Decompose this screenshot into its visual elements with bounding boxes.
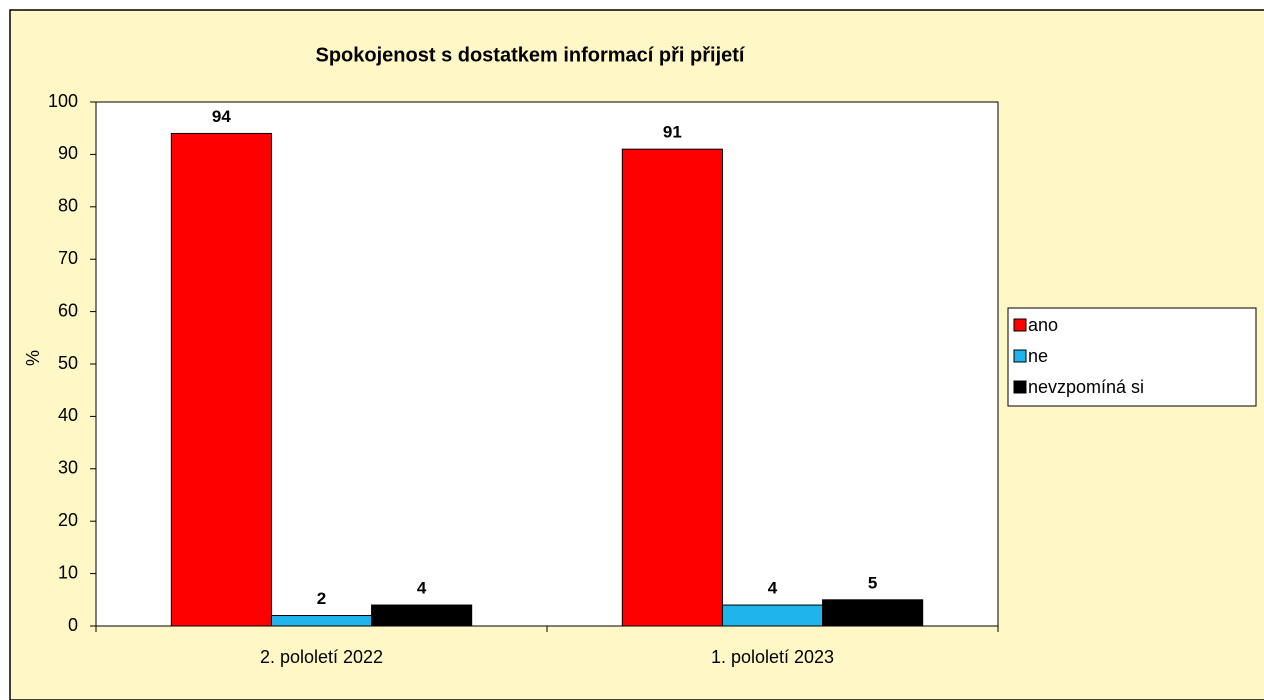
y-tick-label: 20 xyxy=(58,510,78,530)
legend xyxy=(1007,307,1257,407)
legend-label: ne xyxy=(1028,346,1048,366)
data-label: 5 xyxy=(868,573,877,592)
y-tick-label: 80 xyxy=(58,196,78,216)
x-tick-label: 1. pololetí 2023 xyxy=(711,647,834,667)
y-tick-label: 10 xyxy=(58,562,78,582)
legend-swatch xyxy=(1013,349,1027,363)
legend-label: nevzpomíná si xyxy=(1028,377,1144,397)
y-tick-label: 40 xyxy=(58,405,78,425)
y-tick-label: 30 xyxy=(58,458,78,478)
data-label: 4 xyxy=(768,579,778,598)
bar xyxy=(721,604,824,627)
legend-swatch xyxy=(1013,380,1027,394)
legend-label: ano xyxy=(1028,315,1058,335)
x-tick-label: 2. pololetí 2022 xyxy=(260,647,383,667)
data-label: 91 xyxy=(663,123,682,142)
bar xyxy=(371,604,473,627)
legend-swatch xyxy=(1013,318,1027,332)
bar xyxy=(270,615,373,627)
y-tick-label: 60 xyxy=(58,300,78,320)
data-label: 94 xyxy=(212,107,231,126)
bar xyxy=(621,148,723,627)
y-tick-label: 100 xyxy=(48,91,78,111)
data-label: 4 xyxy=(417,579,427,598)
chart-title: Spokojenost s dostatkem informací při př… xyxy=(316,44,746,66)
bar xyxy=(822,599,924,627)
y-tick-label: 0 xyxy=(68,615,78,635)
bar xyxy=(170,132,272,627)
y-tick-label: 70 xyxy=(58,248,78,268)
data-label: 2 xyxy=(317,589,326,608)
y-tick-label: 90 xyxy=(58,143,78,163)
y-axis-label: % xyxy=(23,350,43,366)
y-tick-label: 50 xyxy=(58,353,78,373)
